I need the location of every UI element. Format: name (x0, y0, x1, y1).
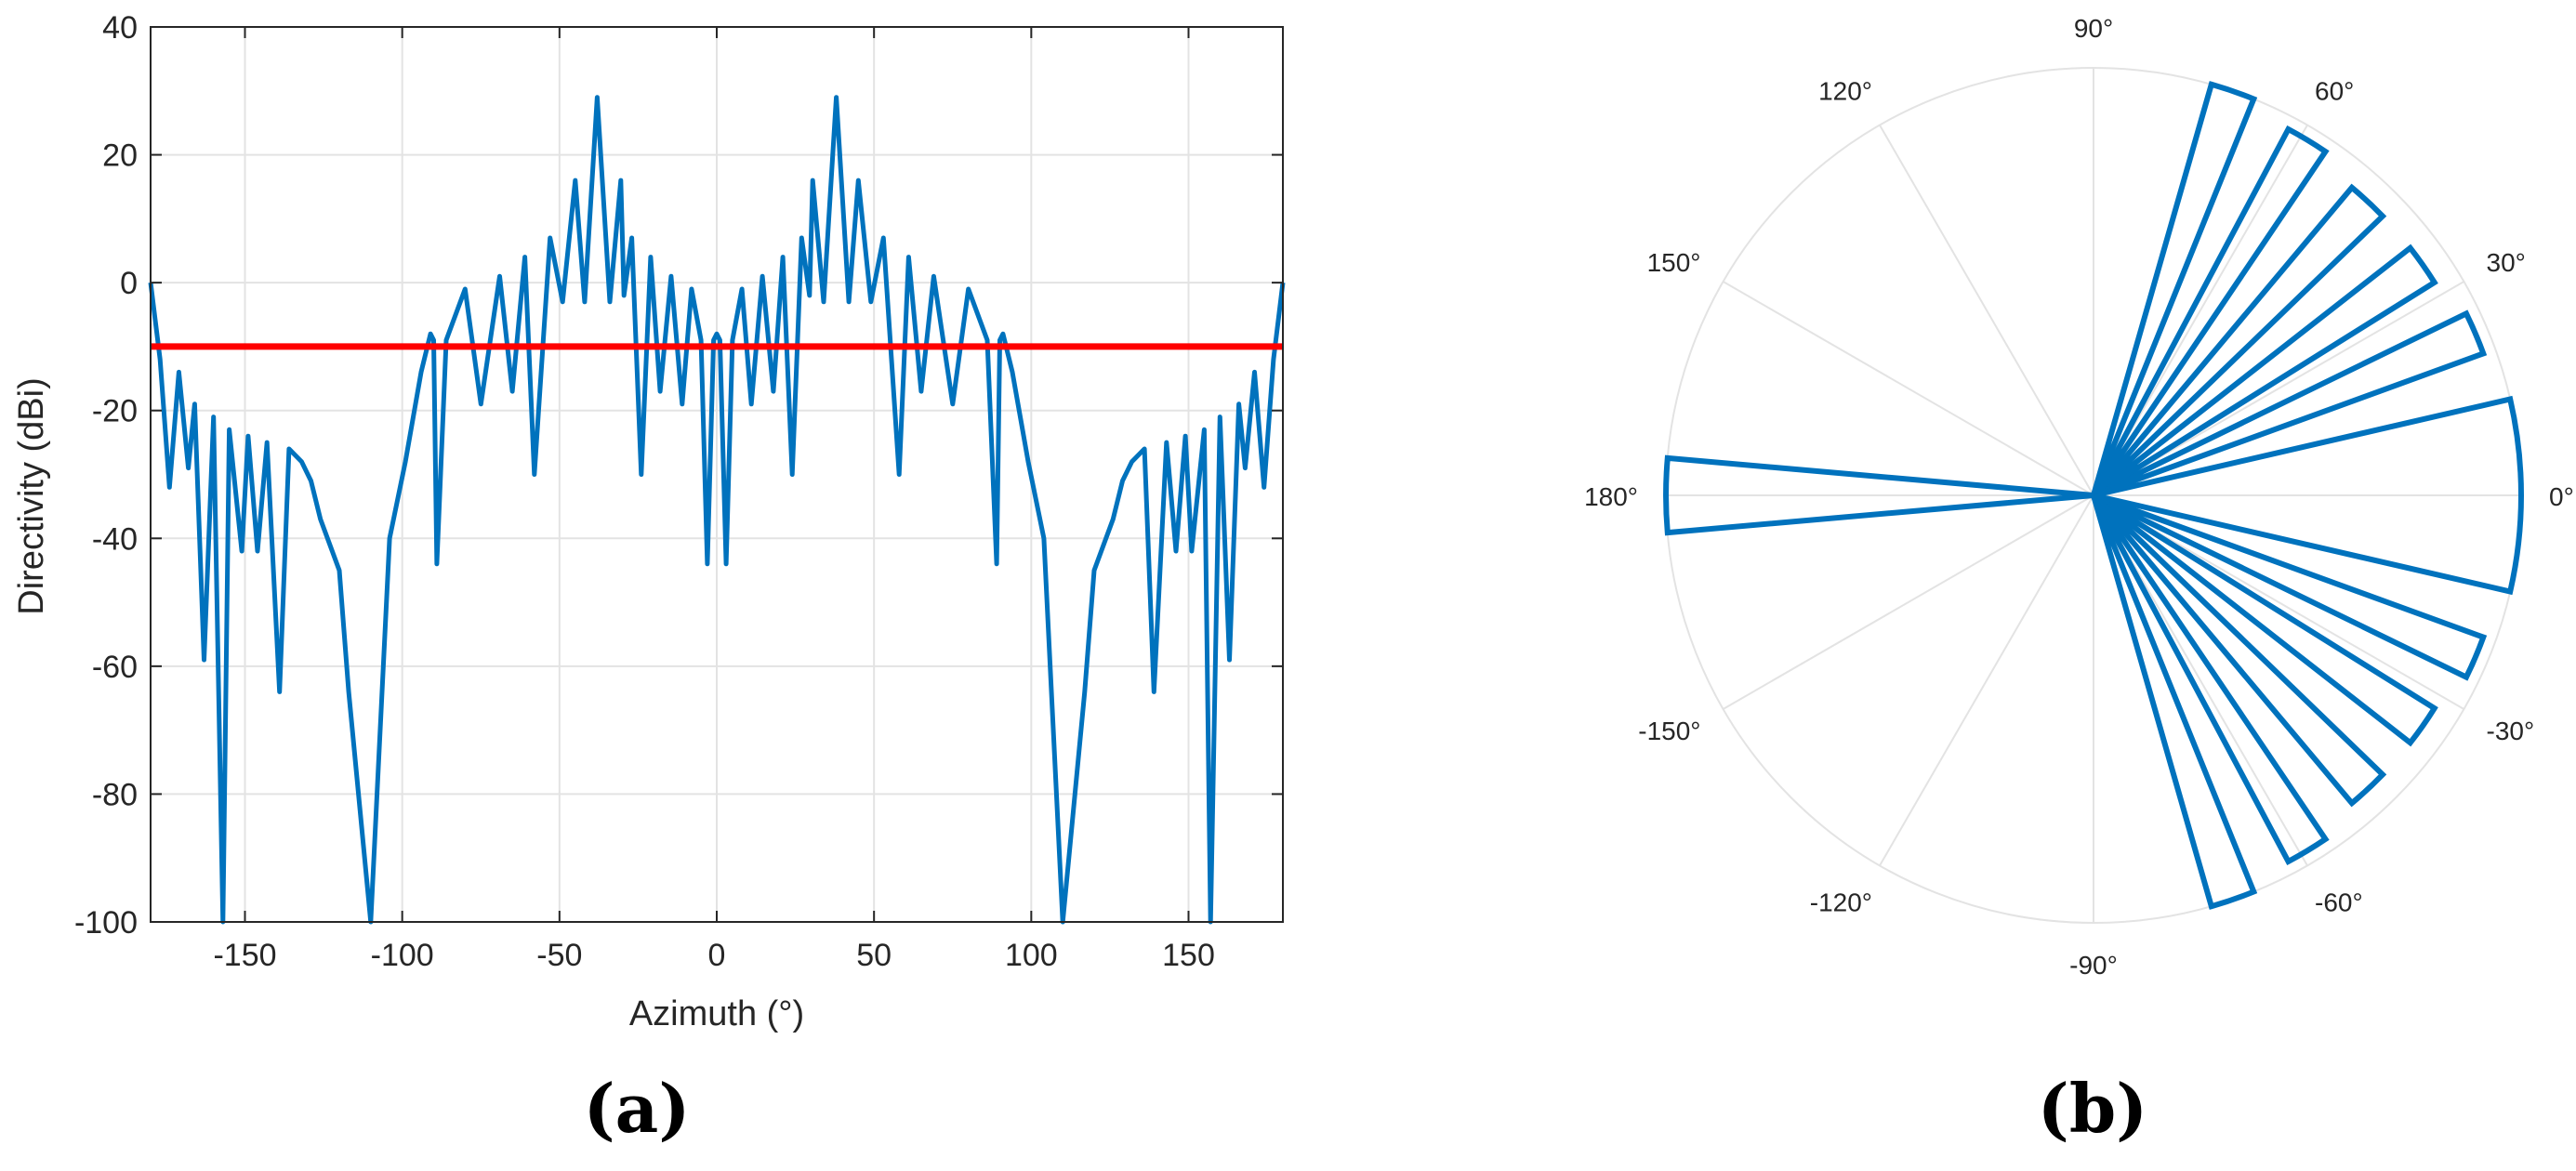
beam-sector (2091, 183, 2387, 498)
y-tick-label: -20 (92, 394, 138, 429)
y-tick-label: -40 (92, 521, 138, 557)
beam-sector (2091, 81, 2258, 497)
axis-ticks: -150 -100 -50 0 50 100 150 -100 -80 -60 -40 -20 0 20 4… (74, 10, 1283, 973)
beam-sector (2092, 493, 2438, 747)
y-tick-label: -80 (92, 777, 138, 812)
y-tick-label: 0 (120, 266, 138, 301)
beam-sector (1663, 454, 2094, 536)
polar-angle-label: 60° (2315, 77, 2354, 106)
panel-label-a: (a) (584, 1069, 691, 1148)
polar-angle-label: -120° (1810, 888, 1872, 917)
polar-spoke (1879, 125, 2094, 496)
beam-sector (2092, 243, 2438, 498)
polar-beam-sectors (1663, 81, 2524, 910)
x-tick-label: -50 (536, 938, 582, 973)
plot-series (148, 95, 1286, 925)
polar-spoke (1723, 494, 2094, 710)
y-tick-label: 40 (102, 10, 138, 46)
polar-angle-label: -90° (2069, 951, 2118, 980)
polar-angle-labels: 0° 30° 60° 90° 120° 150° 180° -150° -120° -90° -60… (1584, 14, 2574, 980)
polar-angle-label: 30° (2487, 248, 2526, 277)
polar-angle-label: -60° (2315, 888, 2363, 917)
polar-angle-label: 120° (1818, 77, 1872, 106)
x-tick-label: 100 (1005, 938, 1058, 973)
y-tick-label: 20 (102, 138, 138, 174)
y-axis-label: Directivity (dBi) (12, 377, 51, 614)
beam-sector (2093, 395, 2524, 596)
x-tick-label: 0 (708, 938, 726, 973)
x-tick-label: -100 (371, 938, 434, 973)
polar-angle-label: 150° (1647, 248, 1701, 277)
polar-spoke (1879, 494, 2094, 866)
polar-angle-label: -150° (1638, 717, 1700, 745)
x-tick-label: -150 (213, 938, 276, 973)
directivity-plot: -150 -100 -50 0 50 100 150 -100 -80 -60 -40 -20 0 20 4… (12, 10, 1286, 1148)
polar-angle-label: -30° (2487, 717, 2535, 745)
x-axis-label: Azimuth (°) (629, 994, 804, 1033)
polar-spoke (1723, 281, 2094, 496)
polar-angle-label: 180° (1584, 482, 1638, 511)
x-tick-label: 50 (856, 938, 892, 973)
directivity-line (148, 95, 1286, 925)
x-tick-label: 150 (1162, 938, 1215, 973)
beam-sector (2091, 493, 2387, 808)
beam-sector (2091, 493, 2330, 866)
beam-sector (2091, 125, 2330, 497)
beam-sector (2091, 493, 2258, 910)
polar-angle-label: 0° (2549, 482, 2574, 511)
panel-label-b: (b) (2038, 1069, 2147, 1148)
y-tick-label: -60 (92, 650, 138, 685)
beam-sector (2092, 493, 2488, 681)
y-tick-label: -100 (74, 905, 138, 941)
polar-plot: 0° 30° 60° 90° 120° 150° 180° -150° -120° -90° -60… (1584, 14, 2574, 1148)
beam-sector (2092, 309, 2488, 498)
polar-angle-label: 90° (2074, 14, 2113, 43)
